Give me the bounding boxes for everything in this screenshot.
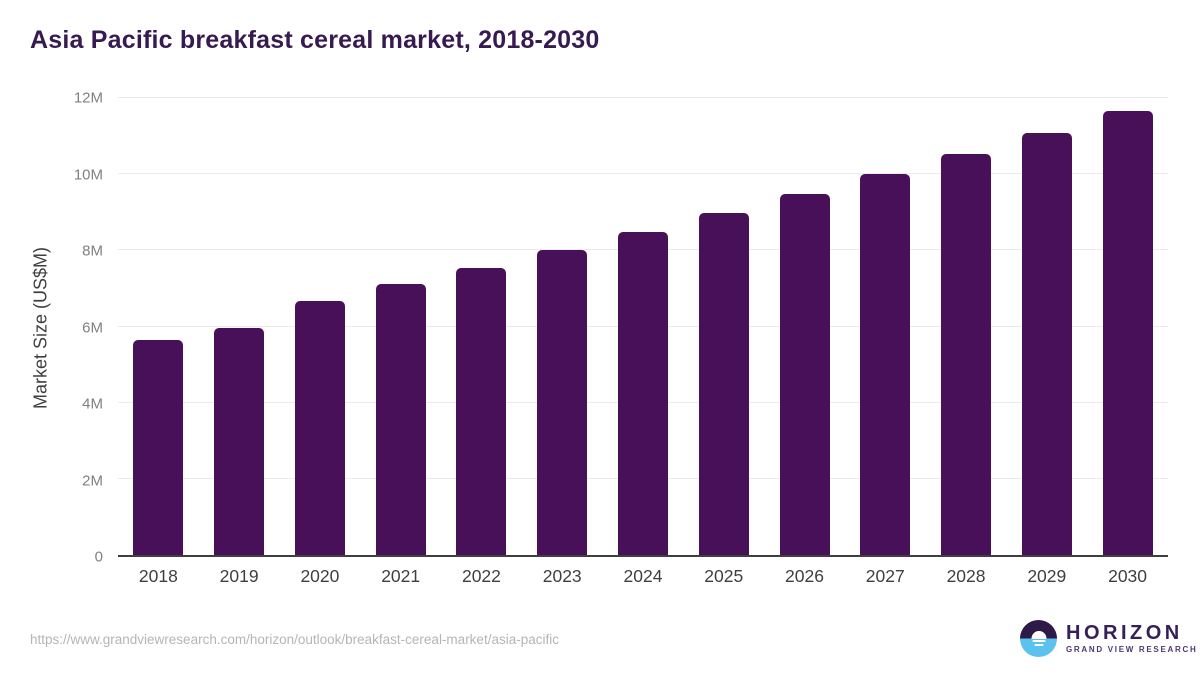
- bar-slot-2019: [199, 98, 280, 555]
- sun-icon: [1031, 630, 1046, 639]
- x-tick-label-2030: 2030: [1108, 566, 1148, 586]
- bar-2028: [941, 153, 992, 555]
- sun-reflection-line: [1032, 640, 1045, 642]
- y-tick-label: 8M: [82, 242, 103, 260]
- x-tick-label-2021: 2021: [381, 566, 421, 586]
- bar-slot-2020: [280, 98, 361, 555]
- logo-name: HORIZON: [1066, 622, 1183, 644]
- plot-area: [118, 97, 1168, 557]
- bar-slot-2018: [118, 98, 199, 555]
- bar-2027: [860, 173, 911, 555]
- bar-2024: [617, 232, 668, 555]
- bar-slot-2023: [522, 98, 603, 555]
- bar-2022: [456, 268, 507, 555]
- x-axis-labels: 2018 2019 2020 2021 2022 2023 2024 2025 2026 2027…: [118, 566, 1168, 587]
- bar-2025: [698, 212, 749, 555]
- bar-slot-2028: [926, 98, 1007, 555]
- x-tick-label-2019: 2019: [219, 566, 259, 586]
- bar-2030: [1102, 110, 1153, 555]
- gridline-10M: [118, 173, 1168, 175]
- bar-slot-2022: [441, 98, 522, 555]
- sun-reflection-line: [1034, 644, 1043, 646]
- bar-series: [118, 98, 1168, 555]
- horizon-logo-icon: [1020, 620, 1057, 657]
- bar-2029: [1021, 133, 1072, 555]
- bar-slot-2021: [360, 98, 441, 555]
- bar-2020: [294, 300, 345, 555]
- y-axis-ticks: 0 2M 4M 6M 8M 10M 12M: [0, 90, 103, 566]
- x-tick-label-2025: 2025: [704, 566, 744, 586]
- bar-slot-2029: [1006, 98, 1087, 555]
- bar-slot-2026: [764, 98, 845, 555]
- x-tick-label-2020: 2020: [300, 566, 340, 586]
- bar-2018: [133, 339, 184, 555]
- x-tick-label-2028: 2028: [946, 566, 986, 586]
- logo-text: HORIZON GRAND VIEW RESEARCH: [1066, 623, 1197, 654]
- y-tick-label: 10M: [73, 166, 103, 183]
- x-tick-label-2029: 2029: [1027, 566, 1067, 586]
- x-tick-label-2026: 2026: [785, 566, 824, 586]
- x-tick-label-2018: 2018: [138, 566, 178, 586]
- y-tick-label: 2M: [82, 472, 103, 490]
- chart-title: Asia Pacific breakfast cereal market, 20…: [30, 26, 600, 54]
- gridline-12M: [118, 97, 1168, 98]
- x-tick-label-2023: 2023: [542, 566, 582, 586]
- bar-2026: [779, 193, 830, 555]
- bar-2023: [537, 250, 588, 555]
- y-tick-label: 6M: [82, 319, 103, 336]
- y-tick-label: 4M: [82, 395, 103, 413]
- bar-slot-2030: [1087, 98, 1168, 555]
- source-url: https://www.grandviewresearch.com/horizo…: [30, 632, 559, 647]
- bar-slot-2027: [845, 98, 926, 555]
- y-tick-label: 12M: [73, 89, 103, 107]
- x-tick-label-2022: 2022: [461, 566, 501, 586]
- bar-slot-2024: [603, 98, 684, 555]
- logo-tagline: GRAND VIEW RESEARCH: [1066, 645, 1198, 654]
- x-tick-label-2027: 2027: [865, 566, 905, 586]
- bar-2019: [214, 327, 265, 555]
- bar-slot-2025: [683, 98, 764, 555]
- bar-2021: [375, 284, 426, 555]
- y-tick-label: 0: [94, 548, 103, 566]
- horizon-logo: HORIZON GRAND VIEW RESEARCH: [1020, 620, 1197, 657]
- x-tick-label-2024: 2024: [623, 566, 663, 586]
